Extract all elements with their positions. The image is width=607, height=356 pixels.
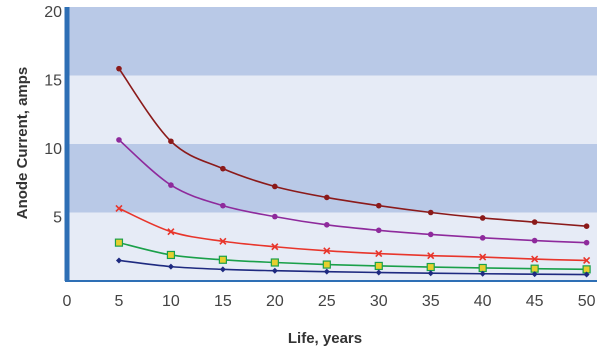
data-point-series-5 — [167, 263, 174, 270]
x-axis-title: Life, years — [288, 330, 362, 347]
x-tick-label: 45 — [526, 293, 544, 310]
y-tick-label: 10 — [44, 141, 62, 158]
x-tick-label: 50 — [578, 293, 596, 310]
data-point-series-4 — [166, 250, 176, 260]
data-point-series-1 — [427, 209, 434, 216]
x-tick-label: 5 — [115, 293, 124, 310]
data-point-series-2 — [168, 182, 174, 188]
x-tick-label: 35 — [422, 293, 440, 310]
data-point-series-3 — [167, 228, 175, 236]
data-point-series-5 — [115, 257, 122, 264]
x-tick-label: 10 — [162, 293, 180, 310]
x-tick-label: 25 — [318, 293, 336, 310]
data-point-series-2 — [324, 222, 330, 228]
data-point-series-4 — [530, 264, 539, 273]
series-line-2 — [118, 139, 587, 244]
data-point-series-4 — [114, 238, 124, 247]
data-point-series-2 — [375, 227, 382, 234]
data-point-series-5 — [219, 266, 226, 273]
data-point-series-4 — [478, 263, 487, 273]
data-point-series-1 — [583, 223, 590, 229]
data-point-series-3 — [479, 253, 487, 261]
data-point-series-2 — [220, 202, 226, 209]
data-point-series-5 — [375, 269, 382, 276]
y-tick-label: 5 — [53, 210, 62, 227]
data-point-series-4 — [270, 258, 279, 267]
series-line-1 — [118, 68, 587, 227]
data-point-series-2 — [116, 137, 122, 143]
data-point-series-1 — [375, 202, 382, 209]
data-point-series-5 — [271, 267, 278, 274]
x-tick-label: 20 — [266, 293, 284, 310]
data-point-series-3 — [583, 256, 591, 265]
data-point-series-2 — [583, 239, 590, 246]
data-point-series-1 — [272, 183, 278, 190]
axes — [64, 7, 597, 282]
x-tick-labels: 0 5 10 15 20 25 30 35 40 45 50 — [63, 293, 596, 310]
x-tick-label: 0 — [63, 293, 72, 310]
data-point-series-5 — [531, 271, 538, 278]
series-markers — [114, 65, 591, 278]
series-line-5 — [118, 259, 587, 276]
data-point-series-5 — [427, 270, 434, 277]
series-lines — [118, 68, 587, 276]
data-point-series-3 — [219, 237, 227, 245]
data-point-series-3 — [531, 255, 539, 263]
data-point-series-3 — [375, 250, 383, 258]
y-axis-title: Anode Current, amps — [14, 67, 31, 220]
grid-band — [67, 75, 597, 144]
data-point-series-3 — [427, 252, 435, 260]
data-point-series-5 — [479, 270, 486, 277]
data-point-series-3 — [323, 247, 331, 255]
data-point-series-4 — [374, 261, 383, 271]
grid-band — [67, 212, 597, 281]
data-point-series-4 — [322, 260, 331, 269]
data-point-series-1 — [479, 215, 486, 221]
data-point-series-5 — [323, 268, 330, 275]
grid-band — [67, 7, 597, 76]
data-point-series-3 — [271, 243, 279, 251]
data-point-series-4 — [218, 255, 227, 264]
data-point-series-2 — [531, 237, 538, 244]
x-tick-label: 15 — [214, 293, 232, 310]
plot-background-bands — [67, 7, 597, 281]
y-tick-labels: 5 10 15 20 — [44, 4, 62, 227]
data-point-series-1 — [220, 165, 226, 172]
data-point-series-1 — [168, 138, 174, 145]
data-point-series-2 — [427, 231, 434, 238]
data-point-series-1 — [116, 65, 122, 72]
data-point-series-1 — [531, 219, 538, 225]
data-point-series-5 — [583, 271, 590, 278]
grid-band — [67, 144, 597, 213]
y-tick-label: 15 — [44, 73, 62, 90]
x-tick-label: 40 — [474, 293, 492, 310]
data-point-series-3 — [115, 204, 123, 212]
data-point-series-2 — [272, 213, 278, 220]
series-line-4 — [118, 241, 587, 271]
y-tick-label: 20 — [44, 4, 62, 21]
data-point-series-4 — [426, 262, 435, 272]
data-point-series-1 — [324, 194, 330, 201]
x-tick-label: 30 — [370, 293, 388, 310]
data-point-series-2 — [479, 235, 486, 241]
series-line-3 — [118, 207, 587, 262]
